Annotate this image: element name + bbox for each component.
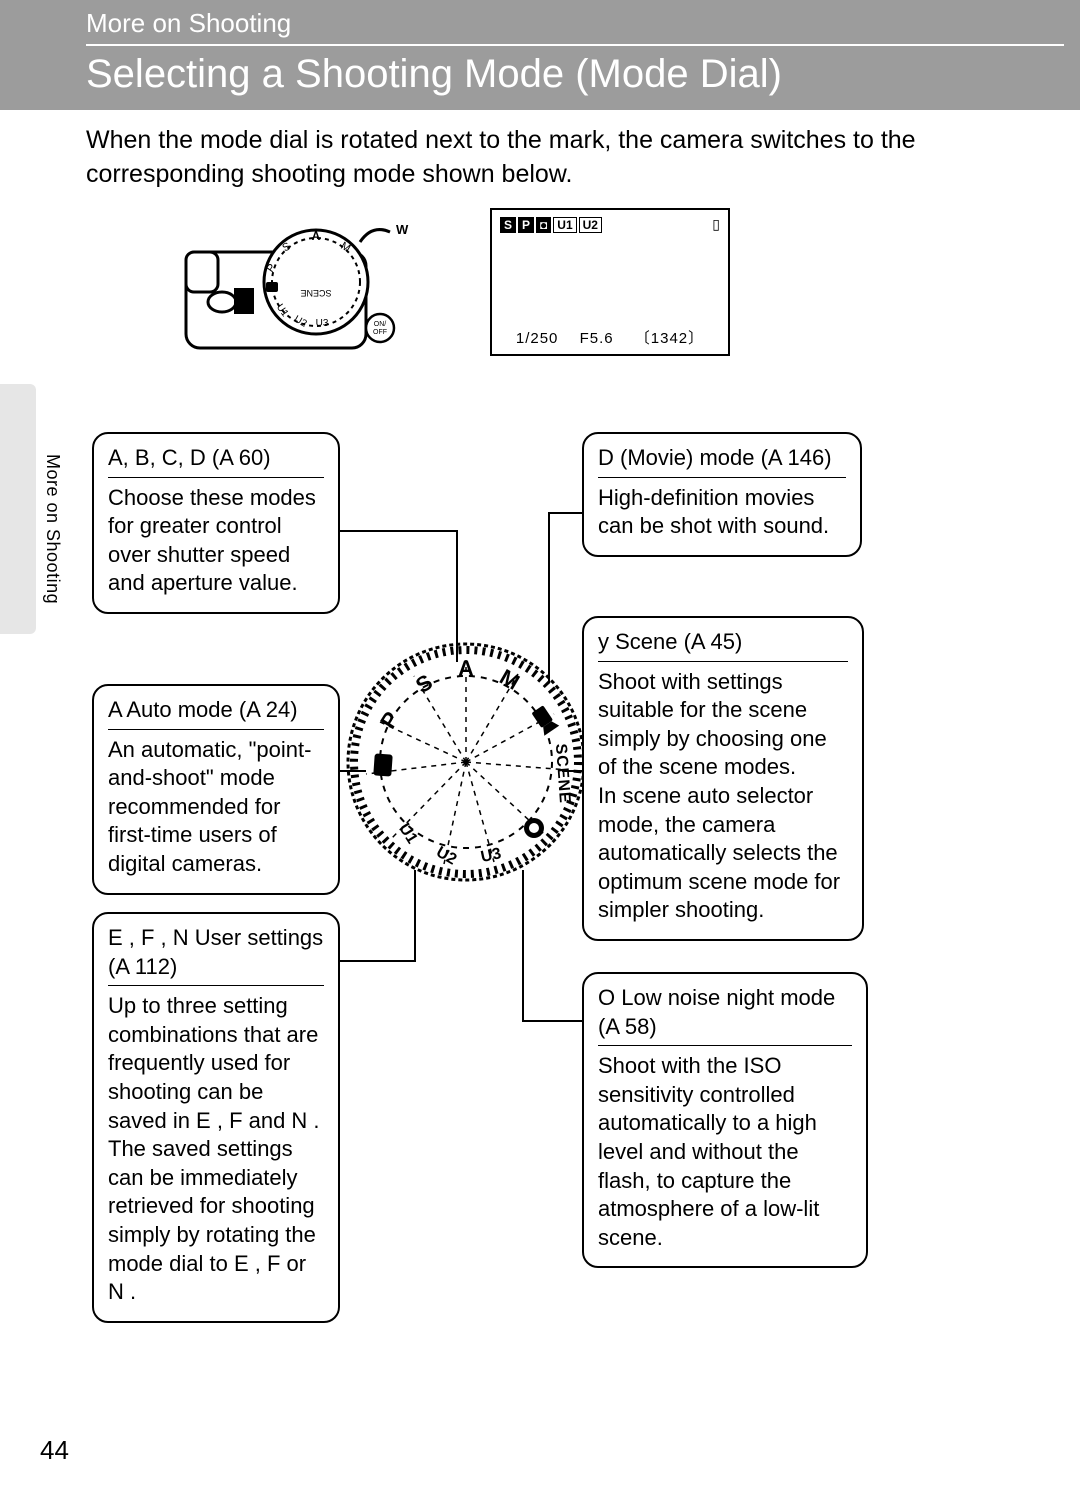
breadcrumb: More on Shooting [86, 8, 291, 39]
lcd-icon: U1 [553, 217, 576, 233]
lcd-shutter: 1/250 [516, 330, 559, 347]
callout-body: Up to three setting combinations that ar… [108, 992, 324, 1307]
svg-text:W: W [396, 222, 409, 237]
side-tab-label: More on Shooting [42, 454, 63, 604]
leader-line [340, 530, 458, 532]
callout-heading: A, B, C, D (A 60) [108, 444, 324, 478]
leader-line [548, 512, 582, 514]
manual-page: More on Shooting Selecting a Shooting Mo… [0, 0, 1080, 1486]
lcd-icon: S [500, 217, 516, 233]
lcd-icon: ◘ [536, 217, 551, 233]
callout-movie: D (Movie) mode (A 146) High-definition m… [582, 432, 862, 557]
leader-line [522, 870, 524, 1022]
callout-user-settings: E , F , N User settings (A 112) Up to th… [92, 912, 340, 1323]
callout-scene: y Scene (A 45) Shoot with settings suita… [582, 616, 864, 941]
svg-text:A: A [458, 656, 474, 681]
leader-line [456, 530, 458, 662]
callout-pasm: A, B, C, D (A 60) Choose these modes for… [92, 432, 340, 614]
svg-text:A: A [312, 229, 321, 243]
page-title: Selecting a Shooting Mode (Mode Dial) [86, 52, 782, 97]
lcd-aperture: F5.6 [580, 330, 614, 347]
svg-text:ON/: ON/ [374, 321, 387, 328]
callout-body: Shoot with the ISO sensitivity controlle… [598, 1052, 852, 1252]
lcd-top-icons: SP◘U1U2 [500, 216, 604, 234]
intro-paragraph: When the mode dial is rotated next to th… [86, 124, 1040, 192]
mode-dial-illustration: A S P U1 U2 U3 SCENE M [344, 640, 589, 885]
svg-text:U3: U3 [316, 318, 329, 329]
lcd-remaining: 〔1342〕 [635, 330, 704, 347]
side-tab [0, 384, 36, 634]
callout-body: High-definition movies can be shot with … [598, 484, 846, 541]
leader-line [562, 770, 582, 772]
page-number: 44 [40, 1435, 69, 1466]
leader-line [414, 870, 416, 962]
header-band: More on Shooting Selecting a Shooting Mo… [0, 0, 1080, 110]
lcd-display: SP◘U1U2 ▯ 1/250 F5.6 〔1342〕 [490, 208, 730, 356]
lcd-bottom-readout: 1/250 F5.6 〔1342〕 [492, 327, 728, 348]
callout-heading: O Low noise night mode (A 58) [598, 984, 852, 1046]
leader-line [340, 960, 416, 962]
callout-low-noise: O Low noise night mode (A 58) Shoot with… [582, 972, 868, 1268]
callout-heading: y Scene (A 45) [598, 628, 848, 662]
svg-text:OFF: OFF [373, 329, 387, 336]
callout-auto: A Auto mode (A 24) An automatic, "point-… [92, 684, 340, 895]
svg-text:SCENE: SCENE [300, 288, 331, 298]
lcd-icon: U2 [579, 217, 602, 233]
header-rule [86, 44, 1064, 46]
battery-icon: ▯ [712, 216, 720, 233]
leader-line [522, 1020, 582, 1022]
lcd-icon: P [518, 217, 534, 233]
callout-heading: A Auto mode (A 24) [108, 696, 324, 730]
leader-line [340, 770, 366, 772]
callout-heading: D (Movie) mode (A 146) [598, 444, 846, 478]
callout-body: Choose these modes for greater control o… [108, 484, 324, 598]
callout-body: Shoot with settings suitable for the sce… [598, 668, 848, 925]
leader-line [548, 512, 550, 682]
camera-top-illustration: ON/ OFF W A S P M SCENE U1 U2 U3 [184, 212, 414, 358]
callout-body: An automatic, "point-and-shoot" mode rec… [108, 736, 324, 879]
callout-heading: E , F , N User settings (A 112) [108, 924, 324, 986]
